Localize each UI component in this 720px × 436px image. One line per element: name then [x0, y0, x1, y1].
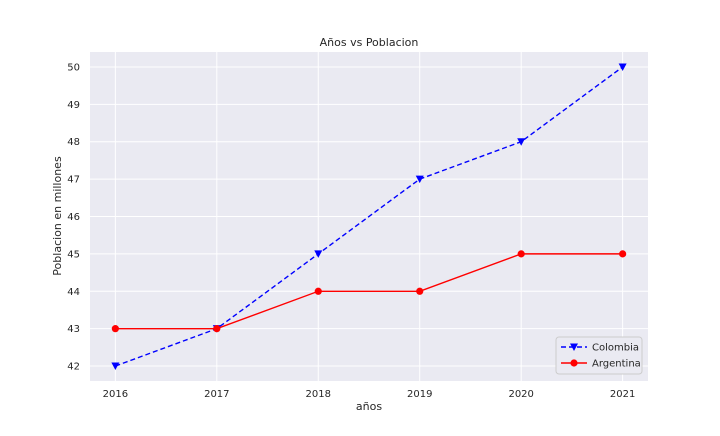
y-axis-title: Poblacion en millones [51, 156, 64, 276]
data-point-argentina [111, 325, 119, 333]
legend-marker-colombia [570, 343, 578, 351]
legend-box [555, 336, 643, 375]
y-tick-label: 45 [67, 249, 80, 260]
legend-label-argentina: Argentina [592, 359, 641, 370]
data-point-argentina [213, 325, 221, 333]
y-tick-labels: 42 43 44 45 46 47 48 49 50 [67, 62, 80, 372]
legend-entry-colombia: Colombia [561, 343, 639, 354]
x-axis-title: años [356, 400, 382, 413]
chart-title: Años vs Poblacion [320, 36, 419, 49]
data-point-colombia [111, 362, 120, 371]
data-point-argentina [314, 287, 322, 295]
x-tick-label: 2017 [204, 389, 229, 400]
legend-marker-argentina [570, 359, 578, 367]
data-point-colombia [314, 250, 323, 258]
y-tick-label: 46 [67, 212, 80, 223]
data-point-argentina [619, 250, 627, 258]
y-tick-label: 47 [67, 175, 80, 186]
series-argentina [111, 250, 627, 333]
legend-label-colombia: Colombia [592, 343, 639, 354]
x-tick-label: 2020 [508, 389, 533, 400]
data-point-colombia [618, 63, 627, 71]
x-tick-labels: 2016 2017 2018 2019 2020 2021 [103, 389, 636, 400]
series-lines [111, 63, 627, 371]
data-point-argentina [416, 287, 424, 295]
legend: Colombia Argentina [555, 336, 643, 375]
y-tick-label: 49 [67, 100, 80, 111]
data-point-colombia [415, 175, 424, 184]
y-tick-label: 43 [67, 324, 80, 335]
x-tick-label: 2016 [103, 389, 128, 400]
legend-entry-argentina: Argentina [561, 359, 641, 370]
y-tick-label: 48 [67, 137, 80, 148]
series-line-argentina [115, 253, 623, 330]
data-point-colombia [517, 138, 526, 146]
y-tick-label: 50 [67, 62, 80, 73]
y-tick-label: 42 [67, 362, 80, 373]
x-tick-label: 2021 [610, 389, 635, 400]
x-tick-label: 2019 [407, 389, 432, 400]
series-line-colombia [115, 66, 624, 367]
y-tick-label: 44 [67, 287, 80, 298]
x-tick-label: 2018 [306, 389, 331, 400]
data-point-argentina [517, 250, 525, 258]
